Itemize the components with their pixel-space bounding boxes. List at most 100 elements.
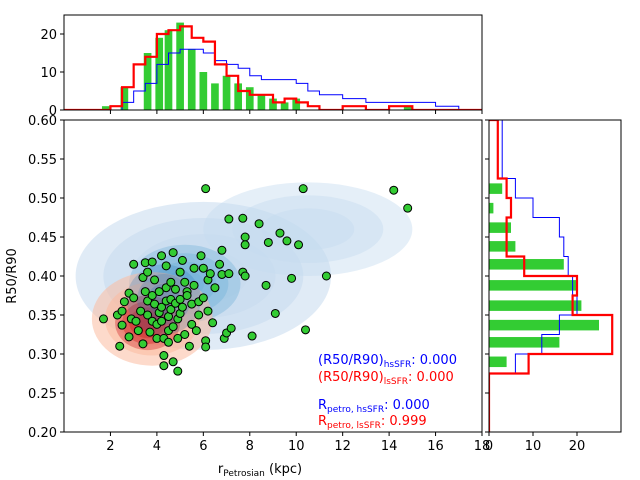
- right-hist-bar: [489, 356, 507, 368]
- scatter-point: [210, 283, 220, 293]
- scatter-point: [131, 316, 141, 326]
- scatter-point: [98, 314, 108, 324]
- scatter-point: [321, 271, 331, 281]
- top-hist-bar: [403, 106, 412, 110]
- scatter-point: [147, 257, 157, 267]
- scatter-point: [164, 337, 173, 347]
- scatter-point: [215, 259, 225, 269]
- top-hist-lssfr-step: [64, 25, 482, 110]
- right-histogram-bars: [489, 183, 599, 368]
- scatter-point: [136, 306, 146, 316]
- top-hist-bar: [211, 83, 219, 110]
- scatter-point: [198, 263, 208, 273]
- top-y-tick-label: 20: [40, 28, 57, 43]
- right-histogram-steps: [489, 120, 614, 432]
- scatter-point: [129, 259, 139, 269]
- right-hist-bar: [489, 259, 564, 270]
- x-axis-label: rPetrosian (kpc): [218, 462, 302, 479]
- scatter-point: [282, 236, 292, 246]
- right-hist-bar: [489, 183, 503, 194]
- scatter-point: [150, 275, 160, 285]
- top-y-ticks: 0 10 20: [40, 28, 64, 119]
- right-x-ticks: 0 10 20: [485, 432, 585, 454]
- annotation-rpetro-hssfr: Rpetro, hsSFR: 0.000: [318, 398, 430, 415]
- top-histogram-panel: 0 10 20: [40, 14, 483, 119]
- y-tick-label: 0.50: [28, 192, 57, 207]
- scatter-point: [184, 341, 194, 351]
- scatter-point: [143, 267, 153, 277]
- scatter-point: [205, 269, 215, 279]
- scatter-point: [240, 232, 250, 242]
- scatter-point: [129, 293, 139, 303]
- x-tick-label: 6: [199, 439, 207, 454]
- y-tick-label: 0.60: [28, 114, 57, 129]
- top-histogram-steps: [64, 25, 482, 110]
- scatter-point: [240, 271, 250, 281]
- scatter-point: [226, 323, 236, 333]
- scatter-point: [203, 306, 213, 316]
- top-hist-bar: [222, 75, 231, 110]
- top-hist-bar: [234, 83, 242, 110]
- top-hist-bar: [269, 98, 277, 110]
- x-tick-label: 10: [288, 439, 305, 454]
- scatter-point: [196, 251, 206, 261]
- y-tick-label: 0.30: [28, 348, 57, 363]
- annotation-r50r90-hssfr: (R50/R90)hsSFR: 0.000: [318, 353, 457, 370]
- scatter-point: [261, 280, 271, 290]
- x-tick-label: 18: [474, 439, 491, 454]
- x-tick-label: 8: [246, 439, 254, 454]
- scatter-point: [124, 332, 134, 342]
- scatter-point: [189, 263, 199, 273]
- right-x-tick-label: 10: [525, 439, 542, 454]
- scatter-point: [168, 357, 178, 367]
- x-tick-label: 4: [153, 439, 161, 454]
- scatter-point: [161, 261, 171, 271]
- scatter-point: [147, 291, 157, 300]
- scatter-point: [270, 308, 280, 318]
- y-tick-label: 0.25: [28, 387, 57, 402]
- scatter-point: [389, 185, 399, 195]
- right-hist-bar: [489, 241, 516, 252]
- scatter-point: [159, 361, 169, 371]
- scatter-point: [238, 213, 248, 223]
- y-tick-label: 0.55: [28, 153, 57, 168]
- scatter-point: [157, 251, 167, 261]
- scatter-point: [254, 219, 264, 229]
- top-axes-frame: [63, 14, 483, 111]
- top-x-ticks: [109, 110, 483, 114]
- x-tick-label: 2: [106, 439, 114, 454]
- top-hist-bar: [257, 94, 266, 110]
- right-hist-bar: [489, 300, 582, 311]
- scatter-point: [173, 333, 183, 343]
- scatter-point: [133, 326, 143, 336]
- scatter-point: [166, 305, 176, 315]
- annotation-rpetro-lssfr: Rpetro, lsSFR: 0.999: [318, 414, 427, 431]
- scatter-point: [177, 302, 187, 312]
- y-axis-label: R50/R90: [5, 248, 20, 304]
- x-tick-label: 12: [334, 439, 351, 454]
- right-hist-bar: [489, 202, 494, 214]
- x-tick-label: 14: [381, 439, 398, 454]
- main-y-ticks: 0.20 0.25 0.30 0.35 0.40 0.45 0.50 0.55 0.60: [28, 114, 64, 441]
- scatter-point: [298, 184, 308, 194]
- top-y-tick-label: 0: [49, 104, 57, 119]
- scatter-point: [177, 255, 187, 265]
- scatter-point: [247, 331, 257, 341]
- y-tick-label: 0.40: [28, 270, 57, 285]
- scatter-point: [170, 284, 180, 294]
- density-contour-level: [203, 182, 413, 276]
- scatter-points: [98, 184, 413, 376]
- scatter-point: [145, 327, 155, 337]
- scatter-point: [187, 319, 197, 329]
- scatter-point: [224, 269, 234, 279]
- scatter-point: [119, 297, 129, 307]
- x-tick-label: 16: [427, 439, 444, 454]
- top-hist-bar: [245, 87, 254, 110]
- scatter-point: [159, 351, 169, 361]
- scatter-point: [194, 310, 204, 320]
- right-hist-bar: [489, 280, 577, 291]
- scatter-point: [208, 318, 218, 328]
- top-histogram-bars: [101, 22, 412, 110]
- scatter-point: [191, 326, 201, 336]
